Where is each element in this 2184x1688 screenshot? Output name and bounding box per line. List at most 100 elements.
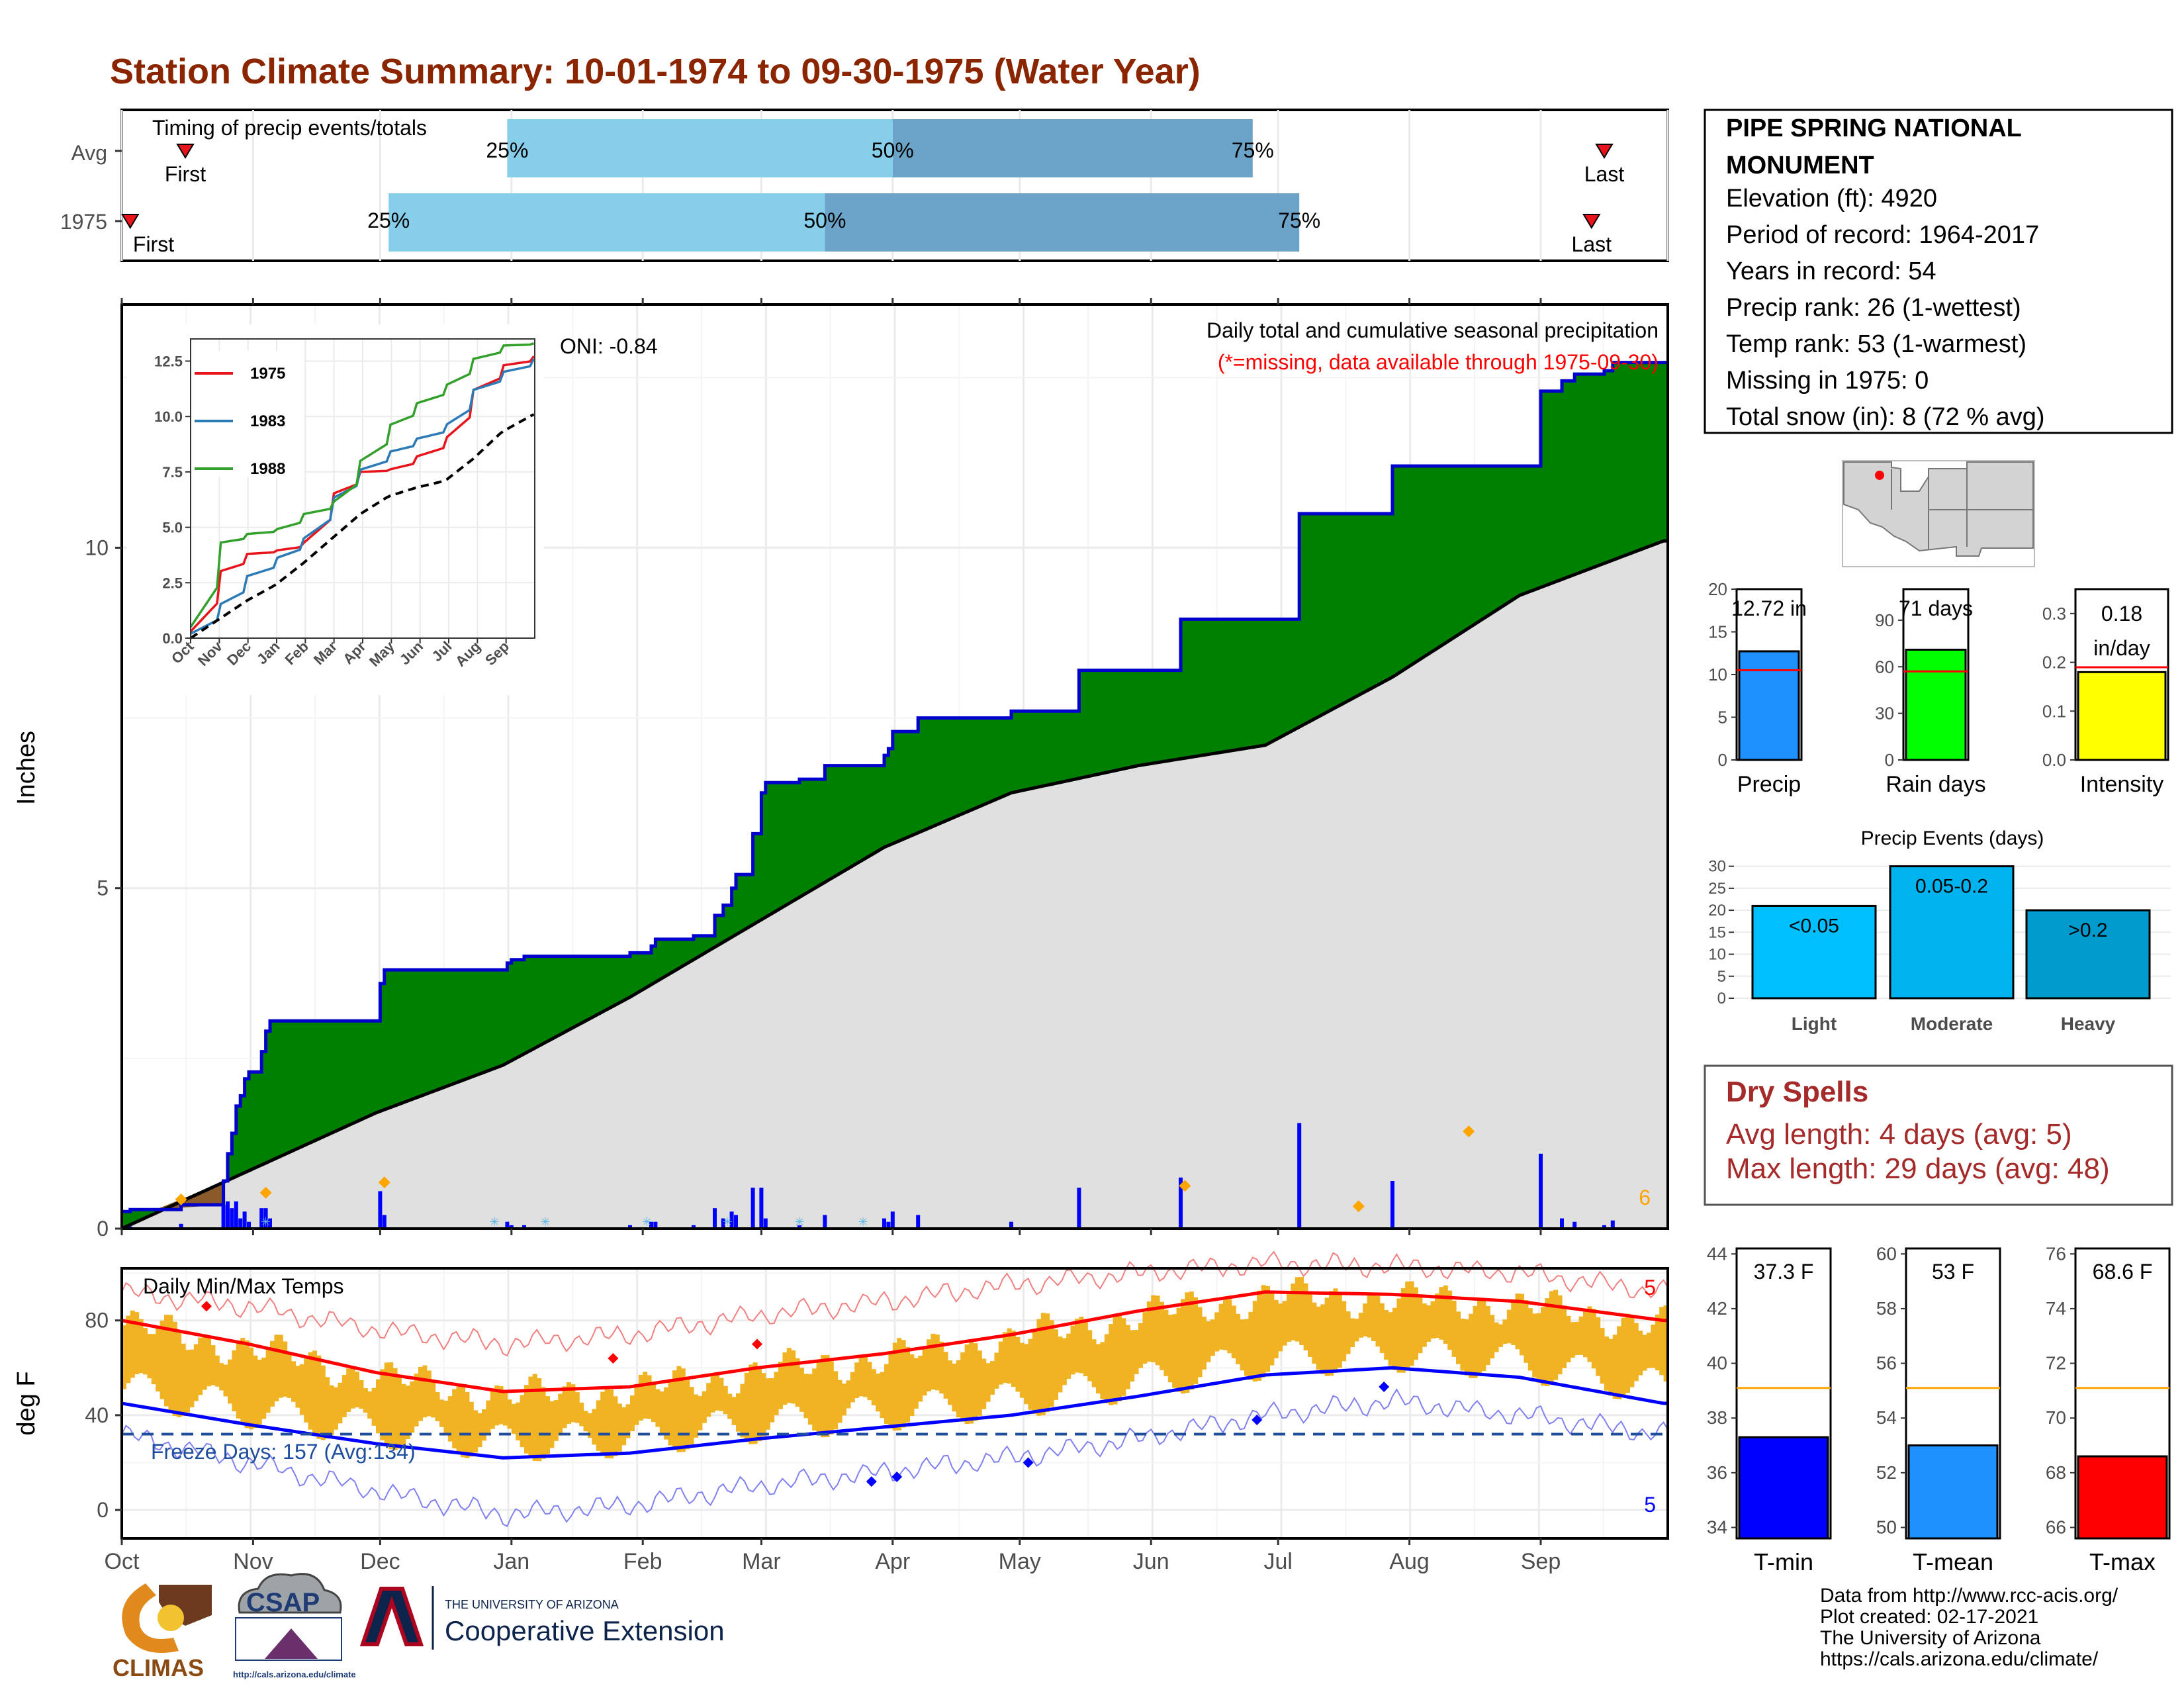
inset-y-tick-label: 7.5 — [162, 464, 183, 481]
daily-precip-bar — [713, 1208, 717, 1229]
first-event-label: First — [133, 232, 174, 256]
daily-temp-range-bar — [643, 1372, 648, 1419]
temp-mean-y-tick-label: 54 — [1876, 1407, 1897, 1428]
daily-temp-range-bar — [752, 1362, 758, 1444]
dry-spells-box: Dry Spells Avg length: 4 days (avg: 5) M… — [1704, 1064, 2173, 1206]
daily-temp-range-bar — [439, 1399, 444, 1427]
daily-temp-range-bar — [1570, 1322, 1575, 1358]
daily-temp-range-bar — [376, 1379, 381, 1434]
temp-mean-y-tick-label: 66 — [2046, 1517, 2066, 1537]
daily-temp-range-bar — [1248, 1311, 1253, 1380]
daily-temp-range-bar — [1647, 1333, 1651, 1368]
daily-temp-range-bar — [655, 1389, 660, 1427]
daily-record-marker — [1179, 1180, 1191, 1192]
temperature-mean-panels: 37.3 F T-min 34 36 38 40 42 44 53 F T-mean 50 52 54 5… — [1707, 1243, 2171, 1575]
temp-record-marker — [201, 1301, 212, 1312]
daily-record-marker — [1352, 1200, 1365, 1213]
daily-temp-range-bar — [969, 1340, 974, 1424]
inset-y-tick-label: 10.0 — [154, 408, 183, 425]
daily-temp-range-bar — [1214, 1312, 1220, 1352]
daily-temp-range-bar — [1638, 1331, 1643, 1376]
ua-big-text: Cooperative Extension — [445, 1615, 725, 1646]
last-event-marker — [1595, 144, 1614, 159]
daily-temp-range-bar — [846, 1380, 851, 1409]
daily-temp-range-bar — [346, 1368, 351, 1412]
daily-temp-range-bar — [964, 1344, 970, 1425]
daily-temp-range-bar — [397, 1377, 402, 1449]
daily-temp-range-bar — [1469, 1313, 1474, 1378]
daily-temp-range-bar — [1384, 1309, 1389, 1360]
daily-temp-range-bar — [1202, 1316, 1206, 1370]
daily-temp-range-bar — [1506, 1309, 1512, 1344]
daily-temp-range-bar — [918, 1355, 923, 1402]
timing-row-label-avg: Avg — [71, 141, 107, 165]
station-detail-line: Precip rank: 26 (1-wettest) — [1726, 294, 2021, 322]
credit-line-4: https://cals.arizona.edu/climate/ — [1820, 1648, 2099, 1670]
precip-events-chart: Precip Events (days) 0 5 10 15 20 25 30 <0.05 Lig… — [1708, 827, 2171, 1034]
timing-left-mask — [66, 225, 120, 265]
daily-precip-bar — [382, 1215, 387, 1229]
total-y-tick-label: 5 — [1718, 708, 1727, 727]
daily-temp-range-bar — [219, 1363, 224, 1391]
daily-temp-range-bar — [410, 1381, 415, 1433]
daily-temp-range-bar — [715, 1374, 719, 1411]
daily-temp-range-bar — [609, 1389, 614, 1459]
daily-temp-range-bar — [1333, 1288, 1338, 1373]
daily-temp-range-bar — [181, 1343, 186, 1417]
daily-temp-range-bar — [1295, 1277, 1300, 1342]
daily-temp-range-bar — [1240, 1319, 1245, 1371]
daily-temp-range-bar — [719, 1378, 724, 1411]
events-y-tick-label: 30 — [1708, 858, 1726, 876]
month-label: Jan — [493, 1549, 529, 1574]
daily-temp-range-bar — [740, 1383, 745, 1438]
daily-temp-range-bar — [1287, 1293, 1291, 1342]
daily-precip-bar — [729, 1211, 734, 1229]
daily-temp-range-bar — [1278, 1303, 1283, 1352]
temp-mean-panel-label: T-mean — [1913, 1548, 1993, 1575]
daily-temp-range-bar — [257, 1360, 262, 1425]
daily-temp-range-bar — [151, 1334, 156, 1385]
daily-temp-range-bar — [799, 1368, 804, 1412]
timing-title: Timing of precip events/totals — [152, 116, 427, 140]
daily-temp-range-bar — [261, 1357, 267, 1419]
daily-temp-range-bar — [359, 1380, 364, 1409]
ua-logo: THE UNIVERSITY OF ARIZONA Cooperative Ex… — [359, 1586, 725, 1650]
temp-mean-value-label: 53 F — [1932, 1260, 1974, 1284]
daily-temp-range-bar — [1600, 1328, 1605, 1384]
below-average-fill — [156, 1182, 224, 1210]
daily-temp-range-bar — [892, 1342, 897, 1431]
total-y-tick-label: 30 — [1875, 704, 1894, 724]
inset-series-line-Average — [189, 413, 535, 639]
event-bar-moderate — [1889, 865, 2015, 1000]
daily-precip-bar — [242, 1211, 247, 1229]
temp-panel-frame — [120, 1267, 1669, 1540]
daily-temp-range-bar — [198, 1337, 203, 1395]
daily-temp-range-bar — [291, 1361, 296, 1402]
daily-temp-range-bar — [482, 1409, 486, 1441]
temp-record-marker — [1251, 1415, 1263, 1426]
daily-temp-range-bar — [1113, 1316, 1118, 1405]
ua-block-a-icon — [359, 1587, 424, 1646]
daily-temp-range-bar — [647, 1375, 652, 1419]
temp-axis-ticks: 0 40 80 — [85, 1309, 122, 1522]
total-y-tick-label: 0.3 — [2042, 604, 2066, 624]
daily-temp-range-bar — [583, 1411, 588, 1432]
daily-precip-bar — [721, 1218, 725, 1229]
daily-temp-range-bar — [308, 1352, 313, 1430]
inset-legend-label: 1975 — [250, 365, 285, 383]
daily-temp-range-bar — [299, 1364, 304, 1415]
daily-temp-range-bar — [1621, 1317, 1626, 1397]
inset-series-line-1988 — [189, 342, 535, 628]
daily-temp-range-bar — [1015, 1336, 1021, 1392]
station-frame — [1704, 109, 2173, 434]
csap-mountain-icon — [265, 1628, 318, 1659]
max-count-label: 5 — [1644, 1276, 1656, 1299]
daily-temp-range-bar — [1562, 1305, 1567, 1368]
daily-temp-range-bar — [956, 1360, 961, 1418]
above-average-fill — [122, 362, 1668, 1229]
daily-temp-range-bar — [829, 1361, 834, 1434]
temp-record-marker — [1379, 1381, 1390, 1392]
daily-temp-range-bar — [1392, 1307, 1397, 1370]
daily-temp-range-bar — [1549, 1291, 1554, 1384]
